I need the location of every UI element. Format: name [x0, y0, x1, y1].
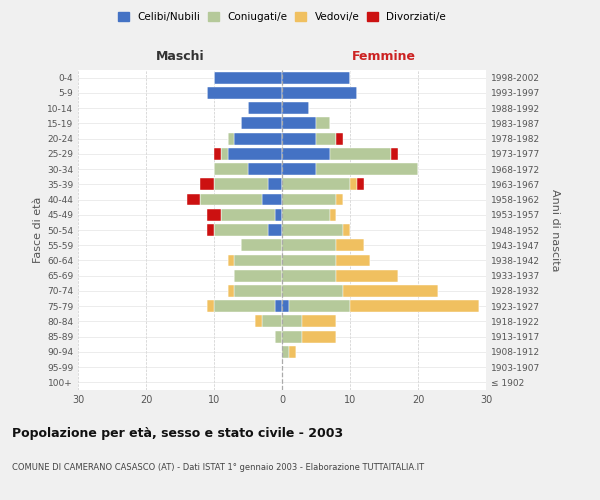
Bar	[282, 316, 302, 328]
Bar	[200, 194, 262, 205]
Bar	[337, 270, 398, 281]
Bar	[241, 118, 282, 130]
Bar	[235, 285, 282, 297]
Bar	[221, 148, 227, 160]
Bar	[357, 178, 364, 190]
Bar	[235, 132, 282, 144]
Bar	[316, 132, 337, 144]
Bar	[268, 224, 282, 236]
Bar	[248, 102, 282, 114]
Bar	[207, 300, 214, 312]
Bar	[289, 346, 296, 358]
Bar	[275, 330, 282, 342]
Bar	[214, 72, 282, 84]
Bar	[282, 346, 289, 358]
Bar	[282, 300, 289, 312]
Bar	[282, 330, 302, 342]
Y-axis label: Fasce di età: Fasce di età	[33, 197, 43, 263]
Text: Femmine: Femmine	[352, 50, 416, 62]
Bar	[337, 254, 370, 266]
Bar	[282, 72, 350, 84]
Bar	[282, 194, 337, 205]
Bar	[255, 316, 262, 328]
Bar	[282, 132, 316, 144]
Bar	[329, 148, 391, 160]
Bar	[391, 148, 398, 160]
Bar	[343, 285, 439, 297]
Y-axis label: Anni di nascita: Anni di nascita	[550, 188, 560, 271]
Bar	[337, 132, 343, 144]
Bar	[214, 178, 268, 190]
Bar	[262, 316, 282, 328]
Bar	[214, 163, 248, 175]
Bar	[337, 194, 343, 205]
Bar	[282, 240, 337, 251]
Bar	[282, 254, 337, 266]
Bar	[187, 194, 200, 205]
Text: Maschi: Maschi	[155, 50, 205, 62]
Text: Popolazione per età, sesso e stato civile - 2003: Popolazione per età, sesso e stato civil…	[12, 428, 343, 440]
Bar	[275, 209, 282, 220]
Bar	[329, 209, 337, 220]
Bar	[268, 178, 282, 190]
Bar	[282, 178, 350, 190]
Bar	[207, 87, 282, 99]
Legend: Celibi/Nubili, Coniugati/e, Vedovi/e, Divorziati/e: Celibi/Nubili, Coniugati/e, Vedovi/e, Di…	[113, 8, 451, 26]
Bar	[316, 118, 329, 130]
Bar	[207, 209, 221, 220]
Bar	[302, 316, 337, 328]
Bar	[282, 209, 329, 220]
Bar	[200, 178, 214, 190]
Bar	[282, 87, 357, 99]
Bar	[235, 254, 282, 266]
Bar	[248, 163, 282, 175]
Bar	[337, 240, 364, 251]
Bar	[350, 178, 357, 190]
Bar	[214, 224, 268, 236]
Bar	[227, 148, 282, 160]
Bar	[227, 132, 235, 144]
Bar	[214, 300, 275, 312]
Bar	[282, 118, 316, 130]
Bar	[214, 148, 221, 160]
Text: COMUNE DI CAMERANO CASASCO (AT) - Dati ISTAT 1° gennaio 2003 - Elaborazione TUTT: COMUNE DI CAMERANO CASASCO (AT) - Dati I…	[12, 462, 424, 471]
Bar	[343, 224, 350, 236]
Bar	[289, 300, 350, 312]
Bar	[235, 270, 282, 281]
Bar	[207, 224, 214, 236]
Bar	[282, 148, 329, 160]
Bar	[227, 254, 235, 266]
Bar	[275, 300, 282, 312]
Bar	[302, 330, 337, 342]
Bar	[282, 163, 316, 175]
Bar	[316, 163, 418, 175]
Bar	[282, 270, 337, 281]
Bar	[241, 240, 282, 251]
Bar	[350, 300, 479, 312]
Bar	[282, 285, 343, 297]
Bar	[262, 194, 282, 205]
Bar	[221, 209, 275, 220]
Bar	[282, 224, 343, 236]
Bar	[227, 285, 235, 297]
Bar	[282, 102, 309, 114]
